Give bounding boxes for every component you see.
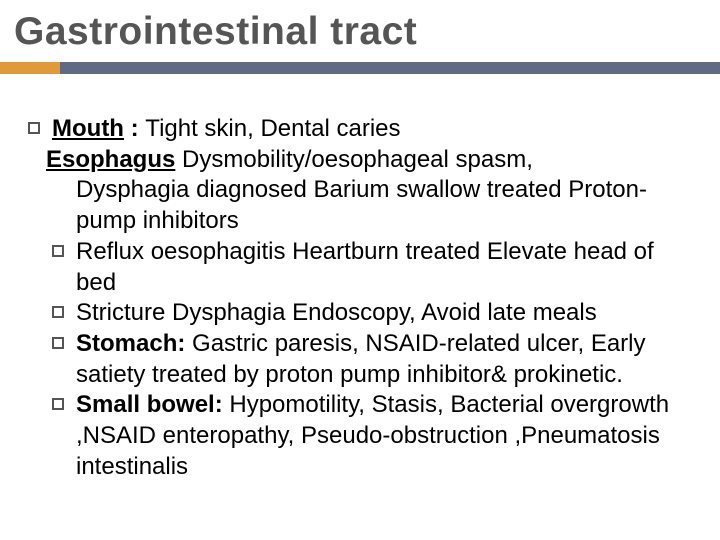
esophagus-continuation: Dysphagia diagnosed Barium swallow treat… xyxy=(28,175,692,236)
mouth-text: Tight skin, Dental caries xyxy=(145,115,400,142)
items-host: Reflux oesophagitis Heartburn treated El… xyxy=(28,237,692,483)
content-area: Mouth : Tight skin, Dental caries Esopha… xyxy=(0,80,720,483)
square-bullet-icon xyxy=(52,337,64,349)
mouth-line: Mouth : Tight skin, Dental caries xyxy=(52,114,401,145)
bullet-bold-label: Small bowel: xyxy=(76,391,223,418)
accent-bar xyxy=(0,62,60,74)
esophagus-line1: Esophagus Dysmobility/oesophageal spasm, xyxy=(46,145,692,176)
title-area: Gastrointestinal tract xyxy=(0,0,720,54)
square-bullet-icon xyxy=(52,398,64,410)
square-bullet-icon xyxy=(52,245,64,257)
divider xyxy=(0,62,720,80)
esophagus-label: Esophagus xyxy=(46,146,175,173)
esophagus-text1: Dysmobility/oesophageal spasm, xyxy=(175,146,533,173)
bullet-item: Small bowel: Hypomotility, Stasis, Bacte… xyxy=(52,390,692,482)
mouth-label: Mouth xyxy=(52,115,124,142)
divider-line xyxy=(60,62,720,74)
esophagus-block: Esophagus Dysmobility/oesophageal spasm, xyxy=(28,145,692,176)
bullet-item: Stricture Dysphagia Endoscopy, Avoid lat… xyxy=(52,298,692,329)
bullet-plain-text: Reflux oesophagitis Heartburn treated El… xyxy=(76,238,654,296)
bullet-item: Reflux oesophagitis Heartburn treated El… xyxy=(52,237,692,298)
mouth-sep: : xyxy=(124,115,145,142)
slide-title: Gastrointestinal tract xyxy=(14,10,706,54)
bullet-text: Reflux oesophagitis Heartburn treated El… xyxy=(76,237,692,298)
square-bullet-icon xyxy=(52,306,64,318)
bullet-item-mouth: Mouth : Tight skin, Dental caries xyxy=(28,114,692,145)
square-bullet-icon xyxy=(28,122,40,134)
slide: { "title": "Gastrointestinal tract", "ti… xyxy=(0,0,720,540)
bullet-bold-label: Stomach: xyxy=(76,330,185,357)
bullet-text: Stomach: Gastric paresis, NSAID-related … xyxy=(76,329,692,390)
bullet-plain-text: Stricture Dysphagia Endoscopy, Avoid lat… xyxy=(76,299,597,326)
bullet-item: Stomach: Gastric paresis, NSAID-related … xyxy=(52,329,692,390)
bullet-text: Stricture Dysphagia Endoscopy, Avoid lat… xyxy=(76,298,692,329)
esophagus-cont-text: Dysphagia diagnosed Barium swallow treat… xyxy=(76,175,692,236)
bullet-text: Small bowel: Hypomotility, Stasis, Bacte… xyxy=(76,390,692,482)
